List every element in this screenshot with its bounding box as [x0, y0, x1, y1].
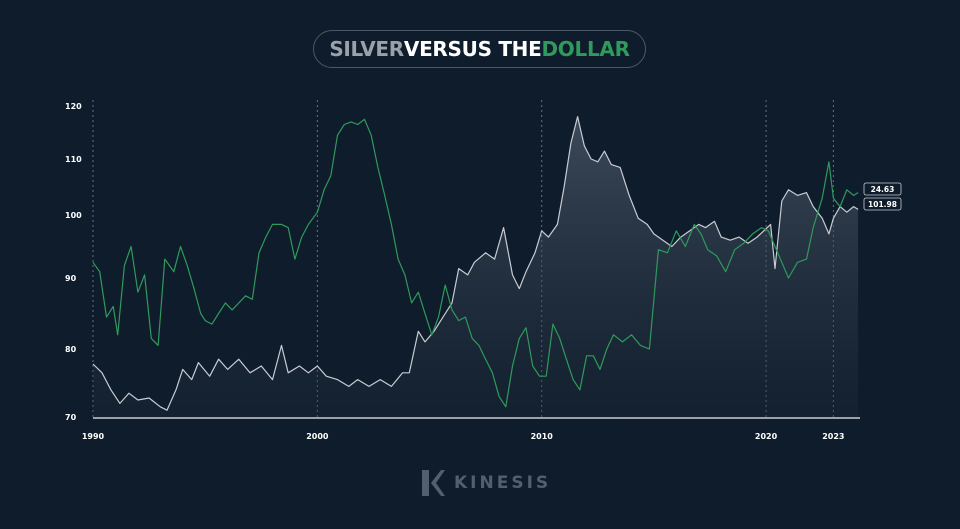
dollar-end-label-text: 101.98: [868, 200, 897, 209]
end-value-labels: 24.63 101.98: [863, 182, 902, 211]
silver-end-label-box: [863, 182, 902, 196]
title-versus-the: VERSUS THE: [403, 37, 542, 61]
dollar-end-label: 101.98: [863, 197, 902, 211]
x-tick-2020: 2020: [755, 432, 778, 441]
kinesis-k-icon: [422, 470, 445, 496]
silver-line: [92, 116, 859, 411]
x-tick-2000: 2000: [306, 432, 329, 441]
y-tick-110: 110: [65, 155, 82, 164]
x-tick-2010: 2010: [531, 432, 554, 441]
silver-end-label: 24.63: [863, 182, 902, 196]
y-tick-90: 90: [65, 274, 77, 283]
silver-area-layer: [93, 116, 859, 418]
silver-end-label-text: 24.63: [871, 185, 895, 194]
x-tick-labels: 1990 2000 2010 2020 2023: [82, 432, 845, 441]
y-tick-100: 100: [65, 211, 82, 220]
y-tick-80: 80: [65, 345, 77, 354]
chart-title: SILVER VERSUS THE DOLLAR: [313, 30, 646, 68]
silver-area: [93, 116, 859, 418]
y-tick-120: 120: [65, 102, 82, 111]
kinesis-logo: KINESIS: [420, 468, 551, 498]
y-tick-70: 70: [65, 413, 77, 422]
x-tick-2023: 2023: [822, 432, 844, 441]
x-tick-1990: 1990: [82, 432, 105, 441]
title-silver: SILVER: [329, 37, 404, 61]
series-lines: [92, 116, 859, 411]
logo-wordmark: KINESIS: [454, 473, 552, 493]
y-tick-labels: 120 110 100 90 80 70: [65, 102, 82, 422]
dollar-line: [92, 118, 859, 408]
title-dollar: DOLLAR: [541, 37, 630, 61]
dollar-end-label-box: [863, 197, 902, 211]
